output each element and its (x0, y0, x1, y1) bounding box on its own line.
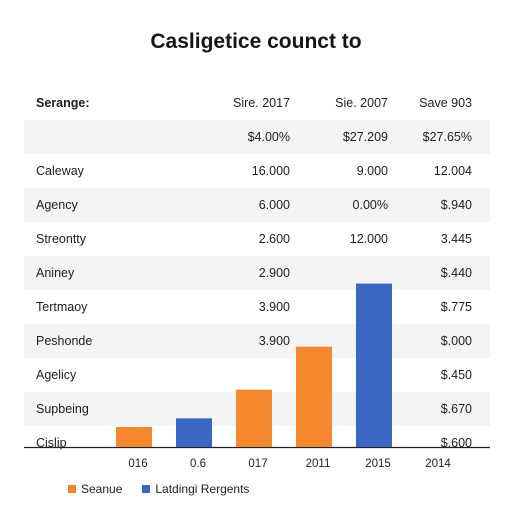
table-row-cell-1: 6.000 (258, 198, 290, 212)
table-row-cell-2: 12.000 (349, 232, 388, 246)
table-row-cell-0: Cislip (36, 436, 67, 450)
table-row-cell-1: $4.00% (247, 130, 290, 144)
table-row: Streontty 2.600 12.000 3.445 (24, 222, 490, 256)
chart-legend: Seanue Latdingi Rergents (68, 482, 263, 496)
table-row-cell-1: 16.000 (251, 164, 290, 178)
legend-item: Seanue (68, 482, 122, 496)
bar-0.6 (176, 418, 212, 447)
table-row-cell-0: Agelicy (36, 368, 77, 382)
table-row-cell-2: 0.00% (352, 198, 388, 212)
table-header-cell-2: Sie. 2007 (335, 96, 388, 110)
table-row-cell-2: $27.209 (342, 130, 388, 144)
table-header-cell-0: Serange: (36, 96, 90, 110)
chart-title: Casligetice counct to (150, 30, 362, 53)
table-row-cell-1: 2.900 (258, 266, 290, 280)
bar-2011 (296, 346, 332, 447)
legend-swatch (68, 485, 76, 493)
x-tick-label: 2015 (365, 458, 391, 470)
bar-2015 (356, 283, 392, 447)
bar-016 (116, 426, 152, 447)
table-row: Tertmaoy 3.900 $.775 (24, 290, 490, 324)
table-row-cell-3: $.670 (440, 402, 472, 416)
table-row-cell-3: $.940 (440, 198, 472, 212)
legend-label: Seanue (81, 482, 123, 496)
table-row-cell-3: $.000 (440, 334, 472, 348)
x-tick-label: 017 (248, 458, 267, 470)
table-row-cell-0: Agency (36, 198, 78, 212)
table-row: Agency 6.000 0.00% $.940 (24, 188, 490, 222)
table-row-cell-0: Streontty (36, 232, 87, 246)
table-row: Peshonde 3.900 $.000 (24, 324, 490, 358)
table-row-cell-1: 2.600 (258, 232, 290, 246)
table-row-cell-3: $.440 (440, 266, 472, 280)
table-row-cell-3: $.600 (440, 436, 472, 450)
table-header-cell-1: Sire. 2017 (233, 96, 290, 110)
table-header: Serange: Sire. 2017 Sie. 2007 Save 903 (24, 86, 490, 120)
table-row: Caleway 16.000 9.000 12.004 (24, 154, 490, 188)
table-row-cell-3: $.450 (440, 368, 472, 382)
table-row-cell-0: Tertmaoy (36, 300, 88, 314)
table-row: Aniney 2.900 $.440 (24, 256, 490, 290)
table-row-cell-3: $.775 (440, 300, 472, 314)
legend-swatch (142, 485, 151, 493)
table-row-cell-1: 3.900 (258, 334, 290, 348)
table-row-cell-3: $27.65% (422, 130, 472, 144)
legend-item: Latdingi Rergents (142, 482, 249, 496)
x-tick-label: 0.6 (190, 458, 206, 470)
table-row-cell-0: Supbeing (36, 402, 89, 416)
x-tick-label: 2014 (425, 458, 451, 470)
table-row-cell-3: 3.445 (440, 232, 472, 246)
legend-label: Latdingi Rergents (155, 482, 250, 496)
x-tick-label: 2011 (306, 458, 331, 470)
table-row-cell-0: Peshonde (36, 334, 93, 348)
table-row: $4.00% $27.209 $27.65% (24, 120, 490, 154)
bar-017 (236, 389, 272, 447)
table-header-cell-3: Save 903 (419, 96, 472, 110)
table-row-cell-0: Aniney (36, 266, 75, 280)
table-row-cell-0: Caleway (36, 164, 84, 178)
x-tick-label: 016 (128, 458, 147, 470)
table-row-cell-2: 9.000 (356, 164, 388, 178)
table-row: Cislip $.600 (24, 426, 490, 460)
table-row: Agelicy $.450 (24, 358, 490, 392)
table-row-cell-1: 3.900 (258, 300, 290, 314)
table-row-cell-3: 12.004 (433, 164, 472, 178)
